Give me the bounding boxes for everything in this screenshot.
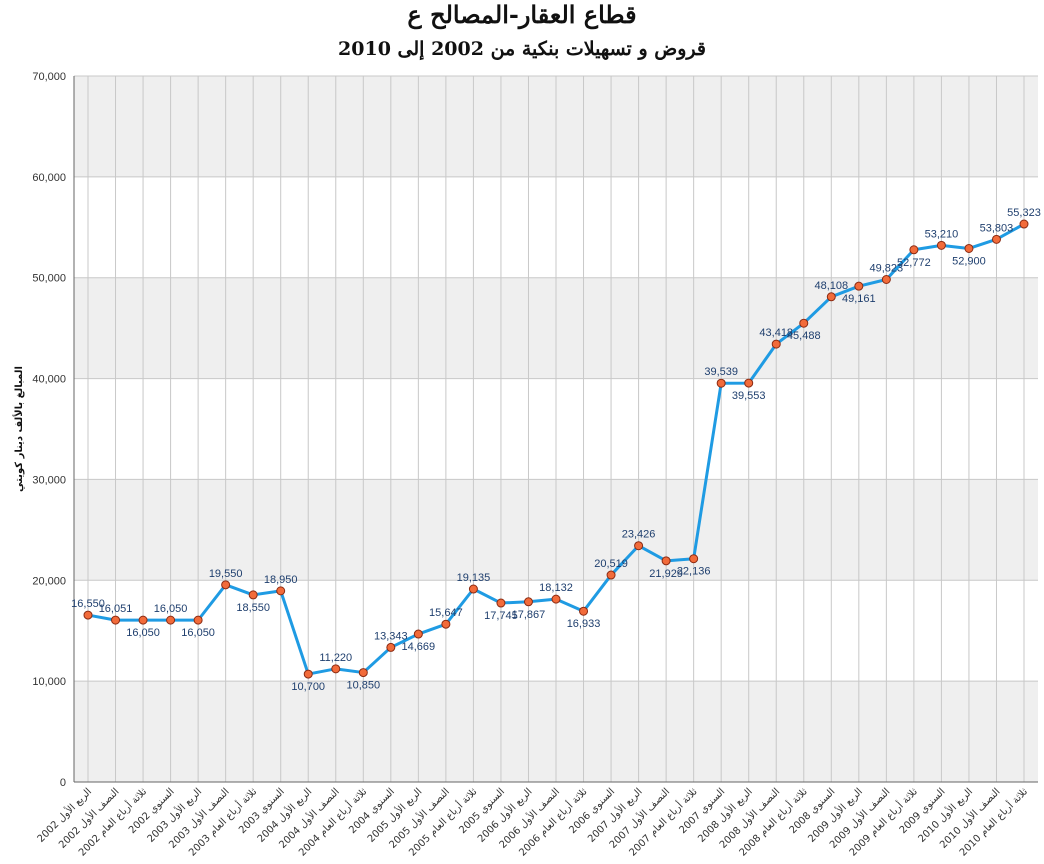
data-point — [303, 669, 313, 679]
data-point — [248, 590, 258, 600]
data-point — [111, 615, 121, 625]
data-label: 18,132 — [539, 582, 573, 594]
data-label: 49,823 — [870, 262, 904, 274]
data-label: 16,050 — [126, 627, 160, 639]
data-point — [716, 378, 726, 388]
data-label: 53,210 — [925, 228, 959, 240]
data-label: 52,900 — [952, 255, 986, 267]
data-point — [909, 245, 919, 255]
data-point — [523, 597, 533, 607]
chart-subtitle: قروض و تسهيلات بنكية من 2002 إلى 2010 — [338, 38, 706, 60]
data-point — [634, 541, 644, 551]
data-label: 39,553 — [732, 390, 766, 402]
data-point — [83, 610, 93, 620]
data-point — [468, 584, 478, 594]
data-label: 21,929 — [649, 568, 683, 580]
data-point — [386, 642, 396, 652]
y-tick-label: 60,000 — [32, 172, 66, 184]
data-point — [331, 664, 341, 674]
data-label: 18,550 — [236, 602, 270, 614]
data-label: 15,647 — [429, 607, 463, 619]
data-label: 19,550 — [209, 568, 243, 580]
data-label: 52,772 — [897, 257, 931, 269]
data-label: 17,745 — [484, 610, 518, 622]
data-point — [661, 556, 671, 566]
data-label: 14,669 — [402, 641, 436, 653]
data-point — [413, 629, 423, 639]
data-point — [193, 615, 203, 625]
data-label: 10,700 — [291, 681, 325, 693]
data-label: 16,933 — [567, 618, 601, 630]
data-label: 48,108 — [814, 280, 848, 292]
data-label: 22,136 — [677, 566, 711, 578]
data-point — [166, 615, 176, 625]
data-point — [799, 318, 809, 328]
data-point — [441, 619, 451, 629]
data-label: 16,050 — [181, 627, 215, 639]
data-point — [579, 606, 589, 616]
data-point — [744, 378, 754, 388]
data-point — [936, 240, 946, 250]
data-label: 55,323 — [1007, 207, 1041, 219]
data-label: 16,050 — [154, 603, 188, 615]
data-point — [496, 598, 506, 608]
data-label: 19,135 — [457, 572, 491, 584]
data-point — [964, 243, 974, 253]
data-point — [826, 292, 836, 302]
data-label: 18,950 — [264, 574, 298, 586]
y-tick-label: 50,000 — [32, 273, 66, 285]
data-label: 20,519 — [594, 558, 628, 570]
data-point — [991, 234, 1001, 244]
data-point — [1019, 219, 1029, 229]
data-label: 39,539 — [704, 366, 738, 378]
data-label: 43,418 — [759, 327, 793, 339]
y-tick-label: 10,000 — [32, 676, 66, 688]
data-point — [551, 594, 561, 604]
y-tick-label: 20,000 — [32, 575, 66, 587]
y-tick-label: 30,000 — [32, 474, 66, 486]
data-point — [881, 274, 891, 284]
data-label: 10,850 — [346, 680, 380, 692]
data-point — [276, 586, 286, 596]
data-point — [138, 615, 148, 625]
y-tick-label: 70,000 — [32, 71, 66, 83]
y-tick-label: 40,000 — [32, 374, 66, 386]
data-label: 13,343 — [374, 630, 408, 642]
y-tick-label: 0 — [60, 777, 66, 789]
y-axis-label: المبالغ بالألف دينار كويتي — [12, 366, 25, 492]
data-label: 49,161 — [842, 293, 876, 305]
data-point — [606, 570, 616, 580]
data-point — [689, 554, 699, 564]
data-label: 16,051 — [99, 603, 133, 615]
data-label: 53,803 — [980, 222, 1014, 234]
chart-title: قطاع العقار-المصالح ع — [407, 0, 637, 29]
data-label: 16,550 — [71, 598, 105, 610]
data-point — [854, 281, 864, 291]
data-label: 11,220 — [319, 652, 352, 664]
data-label: 45,488 — [787, 330, 821, 342]
data-point — [358, 668, 368, 678]
data-label: 23,426 — [622, 529, 656, 541]
data-label: 17,867 — [512, 609, 546, 621]
data-point — [221, 580, 231, 590]
data-point — [771, 339, 781, 349]
